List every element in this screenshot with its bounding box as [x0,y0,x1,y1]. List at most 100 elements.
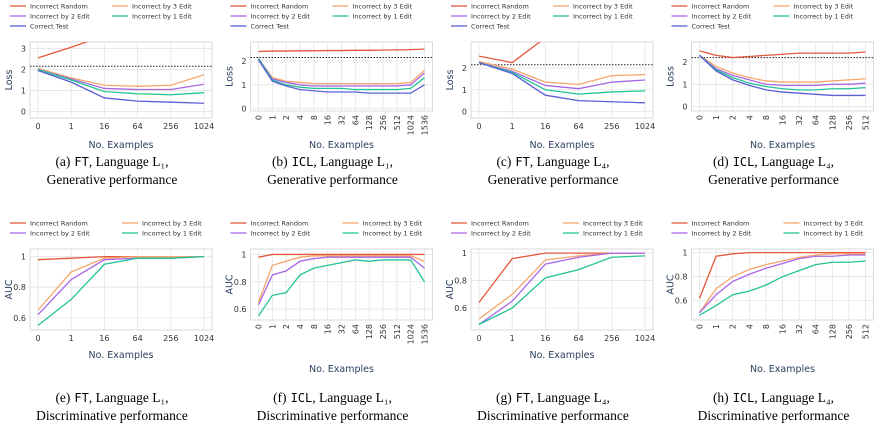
x-tick-label: 2 [282,324,291,329]
y-tick-label: 0 [682,103,687,112]
legend-label: Incorrect Random [251,219,309,227]
x-tick-label: 16 [99,122,109,131]
y-tick-label: 0 [462,107,467,116]
series-line [258,48,425,53]
x-tick-label: 16 [540,334,550,343]
x-tick-label: 128 [828,324,837,339]
legend-label: Incorrect by 2 Edit [30,12,90,20]
x-tick-label: 0 [35,334,40,343]
caption-label: (c) [496,154,511,169]
y-axis-label: Loss [4,70,15,91]
legend-label: Incorrect Random [692,2,750,10]
caption: (d) ICL, Language L₄, [713,154,834,169]
caption-text: , Language L₄, [530,390,610,405]
plot [691,50,874,97]
plot [30,42,212,104]
legend-label: Incorrect by 1 Edit [132,12,192,20]
legend-label: Incorrect by 3 Edit [573,2,633,10]
caption-text: , Language L₄, [530,154,610,169]
panel: Incorrect Random Incorrect by 3 Edit Incor… [666,219,874,423]
caption-text: , Language L₁, [89,390,169,405]
caption: Discriminative performance [36,408,188,423]
series-line [699,254,866,314]
y-tick-label: 1 [682,80,687,89]
y-tick-label: 0.6 [234,305,247,314]
x-tick-label: 256 [604,122,619,131]
series-line [478,61,646,90]
x-tick-label: 1 [69,122,74,131]
x-tick-label: 8 [762,324,771,329]
plot [698,251,866,316]
caption: Discriminative performance [477,408,629,423]
plot [257,253,426,317]
panel: Incorrect Random Incorrect by 3 Edit Incor… [225,2,433,187]
x-tick-label: 512 [862,324,871,339]
caption-text: , Language L₁, [313,154,393,169]
x-tick-label: 64 [574,334,584,343]
legend-label: Incorrect by 2 Edit [251,229,311,237]
legend-label: Incorrect Random [471,219,529,227]
x-tick-label: 128 [828,115,837,130]
y-axis-label: Loss [666,66,677,87]
caption-method: ICL [733,391,755,405]
x-tick-label: 0 [696,115,705,120]
legend-label: Incorrect by 2 Edit [471,229,531,237]
x-tick-label: 16 [540,122,550,131]
y-tick-label: 0 [21,108,26,117]
x-tick-label: 0 [35,122,40,131]
x-tick-label: 16 [324,324,333,334]
series-line [478,255,646,326]
x-tick-label: 0 [476,334,481,343]
caption-method: ICL [292,155,314,169]
caption-label: (a) [55,154,70,169]
x-tick-label: 0 [476,122,481,131]
caption-method: FT [515,155,529,169]
caption: (f) ICL, Language L₁, [273,390,392,405]
x-axis-label: No. Examples [530,140,595,151]
x-tick-label: 1024 [635,122,655,131]
series-line [257,58,425,87]
x-tick-label: 256 [379,324,388,339]
caption-text: , Language L₄, [754,390,834,405]
x-tick-label: 1 [268,324,277,329]
series-line [257,256,425,306]
series-line [37,42,89,59]
caption-method: FT [516,391,530,405]
caption-text: , Language L₁, [312,390,392,405]
legend-label: Incorrect Random [30,2,88,10]
caption: (e) FT, Language L₁, [55,390,168,405]
series-line [699,50,866,59]
panel: Incorrect Random Incorrect by 3 Edit Incor… [225,219,433,423]
series-line [478,42,541,64]
plot-area [470,248,654,331]
series-line [478,62,646,104]
y-tick-label: 1 [462,249,467,258]
y-tick-label: 2 [462,64,467,73]
legend-label: Incorrect by 1 Edit [142,229,202,237]
caption: (a) FT, Language L₁, [55,154,168,169]
y-axis-label: AUC [225,274,236,294]
y-axis-label: AUC [4,279,15,299]
y-tick-label: 2 [21,65,26,74]
legend-label: Incorrect by 3 Edit [794,2,854,10]
x-tick-label: 2 [729,324,738,329]
x-tick-label: 32 [338,115,347,125]
series-line [699,54,866,91]
legend-label: Incorrect Random [251,2,309,10]
caption: Discriminative performance [257,408,409,423]
legend-label: Incorrect by 1 Edit [794,12,854,20]
x-tick-label: 4 [296,115,305,120]
x-tick-label: 1536 [421,324,430,344]
plot [37,255,205,326]
y-tick-label: 1 [21,87,26,96]
x-tick-label: 1 [712,324,721,329]
x-tick-label: 32 [338,324,347,334]
x-tick-label: 64 [812,115,821,125]
x-tick-label: 128 [365,115,374,130]
caption: (c) FT, Language L₄, [496,154,609,169]
legend-label: Correct Test [471,22,510,30]
x-tick-label: 16 [99,334,109,343]
x-tick-label: 256 [604,334,619,343]
x-tick-label: 1 [510,334,515,343]
y-tick-label: 0.6 [675,297,688,306]
